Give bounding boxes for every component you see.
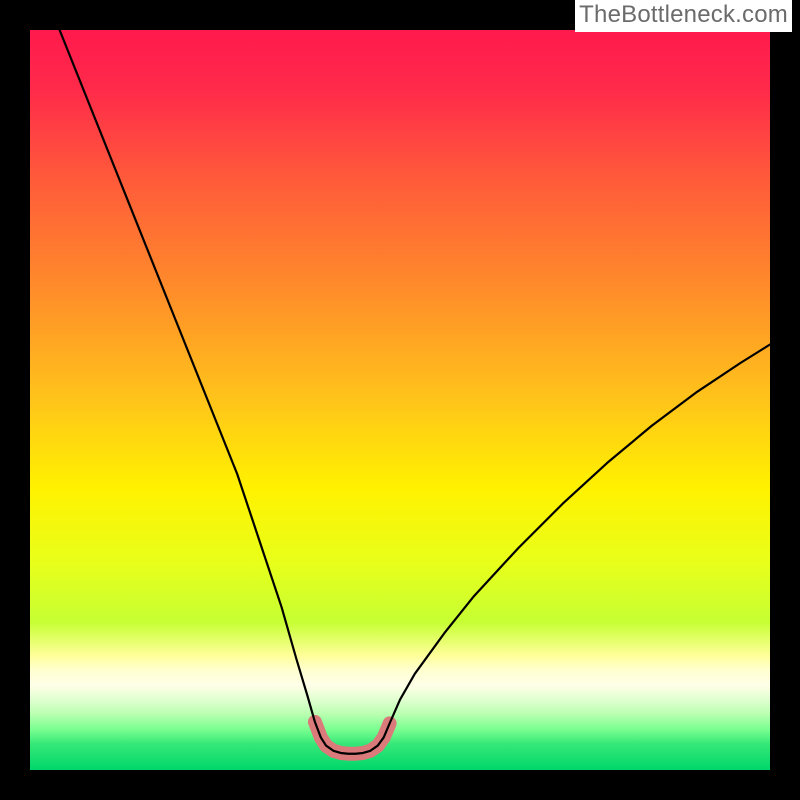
chart-frame: TheBottleneck.com xyxy=(0,0,800,800)
watermark-text: TheBottleneck.com xyxy=(575,0,792,32)
gradient-background xyxy=(30,30,770,770)
bottleneck-chart xyxy=(0,0,800,800)
